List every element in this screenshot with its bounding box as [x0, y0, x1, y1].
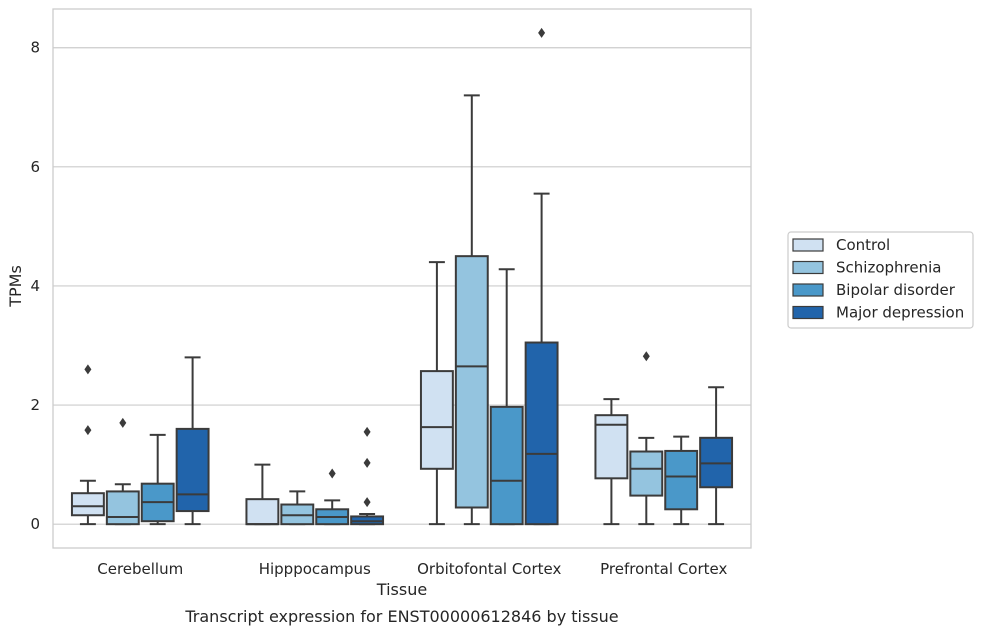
box [489, 405, 524, 526]
x-tick-label: Hipppocampus [259, 560, 371, 578]
box-group [280, 490, 315, 526]
y-axis-ticks: 0 2 4 6 8 [30, 39, 40, 533]
y-gridlines [53, 47, 751, 525]
y-axis-label: TPMs [6, 265, 25, 308]
outlier-marker [84, 364, 92, 375]
legend-entry-label: Control [836, 236, 890, 254]
box-group [489, 268, 524, 526]
box [175, 427, 210, 513]
box-group [594, 398, 629, 526]
outlier-marker [119, 417, 127, 428]
legend-swatch [792, 283, 824, 297]
box [454, 255, 489, 509]
outlier-marker [538, 27, 546, 38]
box-group [315, 468, 350, 526]
box [105, 490, 140, 526]
box-group [524, 27, 559, 526]
outlier-marker [363, 457, 371, 468]
box-group [629, 351, 664, 526]
x-tick-label: Cerebellum [97, 560, 183, 578]
box-series [70, 27, 734, 526]
box-group [175, 356, 210, 526]
x-axis-label: Tissue [376, 580, 427, 599]
box [70, 492, 105, 517]
box-group [105, 417, 140, 526]
outlier-marker [84, 425, 92, 436]
y-tick-label: 8 [30, 39, 40, 57]
box [629, 450, 664, 497]
box-group [419, 261, 454, 526]
legend-swatch [792, 260, 824, 275]
box-group [70, 364, 105, 526]
x-tick-label: Prefrontal Cortex [600, 560, 727, 578]
outlier-marker [328, 468, 336, 479]
x-tick-label: Orbitofontal Cortex [417, 560, 561, 578]
box-group [699, 386, 734, 526]
outlier-marker [363, 426, 371, 437]
legend-swatch [792, 305, 824, 320]
legend-entry-label: Schizophrenia [836, 259, 941, 277]
box-group [140, 433, 175, 526]
plot-frame [52, 8, 752, 549]
x-axis-ticks: Cerebellum Hipppocampus Orbitofontal Corte… [97, 560, 727, 578]
legend-entry-label: Bipolar disorder [836, 281, 956, 299]
outlier-marker [363, 497, 371, 508]
outlier-marker [642, 351, 650, 362]
box-group [664, 435, 699, 526]
box [524, 341, 559, 526]
box-group [350, 426, 385, 526]
box [419, 370, 454, 470]
y-tick-label: 2 [30, 396, 40, 414]
chart-caption: Transcript expression for ENST0000061284… [184, 607, 618, 626]
box-group [245, 463, 280, 526]
legend-entry-label: Major depression [836, 304, 964, 322]
box [664, 449, 699, 511]
legend-swatch [792, 238, 824, 252]
legend-frame [787, 231, 974, 329]
legend: Control Schizophrenia Bipolar disorder Majo… [787, 231, 974, 329]
box [245, 498, 280, 526]
box-group [454, 94, 489, 526]
y-tick-label: 0 [30, 515, 40, 533]
y-tick-label: 4 [30, 277, 40, 295]
y-tick-label: 6 [30, 158, 40, 176]
